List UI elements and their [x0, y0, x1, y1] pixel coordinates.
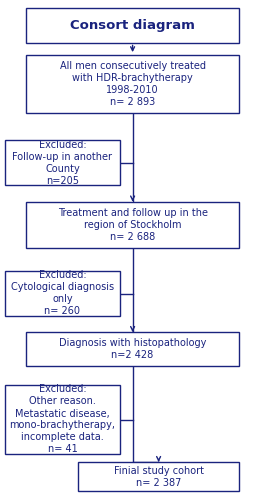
- FancyBboxPatch shape: [26, 55, 239, 112]
- FancyBboxPatch shape: [26, 332, 239, 366]
- Text: Excluded:
Cytological diagnosis
only
n= 260: Excluded: Cytological diagnosis only n= …: [11, 270, 114, 316]
- FancyBboxPatch shape: [26, 8, 239, 42]
- Text: Diagnosis with histopathology
n=2 428: Diagnosis with histopathology n=2 428: [59, 338, 206, 360]
- FancyBboxPatch shape: [5, 271, 120, 316]
- Text: Finial study cohort
n= 2 387: Finial study cohort n= 2 387: [114, 466, 204, 487]
- FancyBboxPatch shape: [5, 385, 120, 454]
- Text: Treatment and follow up in the
region of Stockholm
n= 2 688: Treatment and follow up in the region of…: [58, 208, 207, 242]
- FancyBboxPatch shape: [5, 140, 120, 185]
- Text: Consort diagram: Consort diagram: [70, 19, 195, 32]
- FancyBboxPatch shape: [78, 462, 239, 491]
- Text: All men consecutively treated
with HDR-brachytherapy
1998-2010
n= 2 893: All men consecutively treated with HDR-b…: [60, 60, 206, 107]
- Text: Excluded:
Follow-up in another
County
n=205: Excluded: Follow-up in another County n=…: [12, 140, 112, 186]
- Text: Excluded:
Other reason.
Metastatic disease,
mono-brachytherapy,
incomplete data.: Excluded: Other reason. Metastatic disea…: [9, 384, 115, 454]
- FancyBboxPatch shape: [26, 202, 239, 248]
